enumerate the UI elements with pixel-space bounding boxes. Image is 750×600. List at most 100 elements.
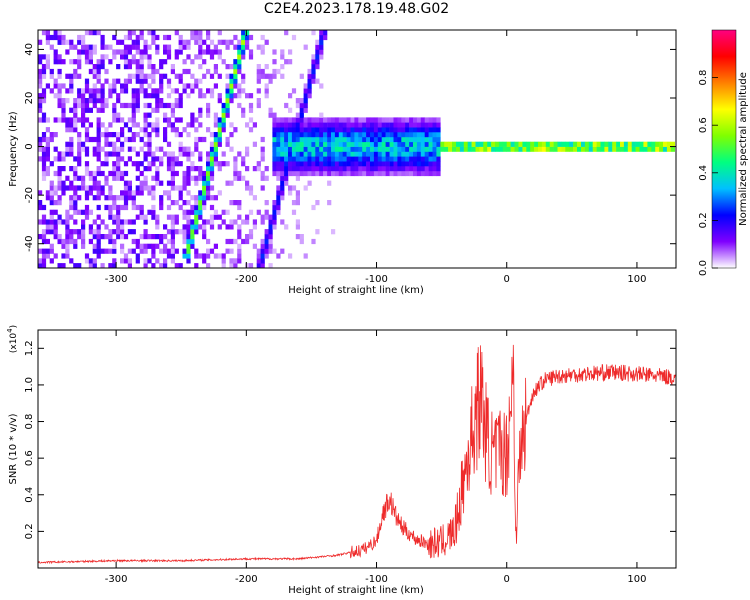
heatmap-cell: [190, 175, 195, 181]
heatmap-cell: [346, 151, 351, 157]
heatmap-cell: [84, 136, 90, 143]
heatmap-cell: [553, 146, 558, 152]
heatmap-cell: [299, 127, 304, 133]
heatmap-cell: [112, 263, 117, 268]
heatmap-cell: [319, 44, 324, 50]
heatmap-cell: [416, 146, 422, 152]
heatmap-cell: [77, 59, 82, 65]
heatmap-cell: [432, 156, 437, 162]
heatmap-cell: [108, 190, 113, 196]
heatmap-cell: [166, 141, 172, 147]
heatmap-cell: [116, 112, 121, 118]
heatmap-cell: [424, 141, 429, 147]
heatmap-cell: [432, 136, 437, 143]
heatmap-cell: [155, 175, 160, 181]
heatmap-cell: [237, 59, 242, 65]
heatmap-cell: [370, 136, 375, 143]
heatmap-cell: [502, 141, 507, 147]
heatmap-cell: [45, 127, 50, 133]
heatmap-cell: [182, 88, 187, 94]
heatmap-cell: [104, 132, 109, 138]
heatmap-cell: [73, 98, 78, 104]
heatmap-cell: [143, 180, 148, 186]
heatmap-cell: [127, 248, 132, 254]
heatmap-cell: [178, 34, 183, 41]
heatmap-cell: [409, 117, 414, 123]
heatmap-cell: [41, 258, 47, 264]
heatmap-cell: [526, 141, 531, 147]
heatmap-cell: [182, 151, 187, 157]
heatmap-cell: [178, 39, 183, 45]
heatmap-cell: [256, 78, 261, 84]
heatmap-cell: [104, 195, 109, 201]
heatmap-cell: [139, 59, 144, 65]
heatmap-cell: [307, 166, 312, 172]
heatmap-cell: [397, 170, 402, 177]
heatmap-cell: [38, 263, 43, 268]
heatmap-cell: [147, 102, 152, 109]
heatmap-cell: [61, 166, 66, 172]
heatmap-cell: [327, 136, 332, 143]
heatmap-cell: [381, 117, 386, 123]
heatmap-cell: [475, 146, 480, 152]
heatmap-cell: [143, 49, 148, 55]
heatmap-cell: [315, 64, 320, 70]
heatmap-cell: [41, 161, 47, 167]
heatmap-cell: [65, 175, 70, 181]
heatmap-cell: [147, 132, 152, 138]
heatmap-cell: [358, 122, 363, 128]
heatmap-cell: [131, 112, 136, 118]
heatmap-cell: [366, 156, 371, 162]
heatmap-cell: [206, 161, 211, 167]
heatmap-cell: [663, 141, 668, 147]
heatmap-cell: [92, 151, 97, 157]
heatmap-cell: [120, 248, 125, 254]
heatmap-cell: [288, 141, 293, 147]
heatmap-cell: [77, 88, 82, 94]
heatmap-cell: [315, 161, 320, 167]
heatmap-cell: [299, 151, 304, 157]
heatmap-cell: [319, 141, 324, 147]
heatmap-cell: [108, 263, 113, 268]
heatmap-cell: [362, 170, 367, 177]
heatmap-cell: [159, 98, 164, 104]
heatmap-cell: [280, 117, 285, 123]
heatmap-cell: [370, 156, 375, 162]
heatmap-cell: [198, 151, 203, 157]
heatmap-cell: [69, 185, 74, 191]
heatmap-cell: [311, 73, 316, 79]
heatmap-cell: [104, 161, 109, 167]
heatmap-cell: [139, 127, 144, 133]
heatmap-cell: [229, 132, 234, 138]
heatmap-cell: [233, 219, 238, 225]
heatmap-cell: [428, 127, 433, 133]
heatmap-cell: [45, 219, 50, 225]
heatmap-cell: [100, 248, 105, 254]
heatmap-cell: [198, 30, 203, 36]
heatmap-cell: [77, 146, 82, 152]
heatmap-cell: [260, 146, 265, 152]
heatmap-cell: [303, 83, 308, 89]
heatmap-cell: [319, 49, 324, 55]
heatmap-cell: [323, 151, 328, 157]
heatmap-cell: [57, 102, 62, 109]
heatmap-cell: [96, 146, 101, 152]
heatmap-cell: [57, 54, 62, 60]
heatmap-cell: [612, 146, 617, 152]
heatmap-cell: [233, 93, 238, 99]
heatmap-cell: [518, 146, 523, 152]
heatmap-cell: [385, 166, 390, 172]
heatmap-cell: [397, 156, 402, 162]
heatmap-cell: [549, 146, 554, 152]
heatmap-cell: [420, 122, 425, 128]
heatmap-cell: [209, 39, 215, 45]
heatmap-cell: [213, 83, 218, 89]
heatmap-cell: [225, 161, 230, 167]
heatmap-cell: [147, 83, 152, 89]
heatmap-cell: [288, 185, 293, 191]
heatmap-cell: [155, 234, 160, 240]
heatmap-cell: [178, 141, 183, 147]
colorbar-frame: [711, 29, 737, 269]
heatmap-cell: [389, 156, 394, 162]
heatmap-cell: [61, 243, 66, 249]
